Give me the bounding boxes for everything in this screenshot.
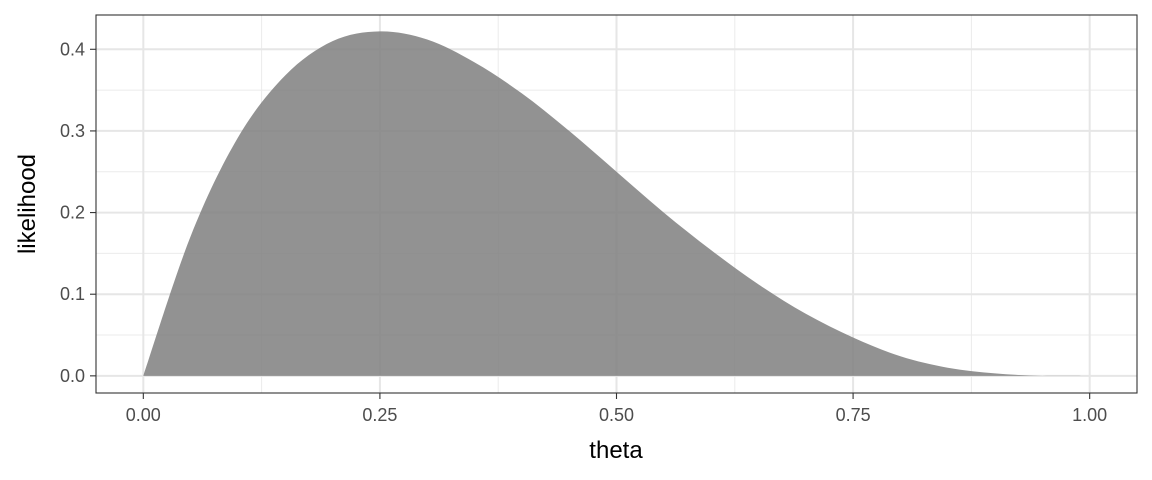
y-tick-label: 0.2 xyxy=(60,203,85,223)
x-tick-label: 1.00 xyxy=(1072,405,1107,425)
y-tick-label: 0.1 xyxy=(60,284,85,304)
y-tick-label: 0.3 xyxy=(60,121,85,141)
likelihood-area xyxy=(143,31,1090,377)
area-layer xyxy=(143,31,1090,377)
x-tick-label: 0.75 xyxy=(836,405,871,425)
x-axis: 0.00 0.25 0.50 0.75 1.00 xyxy=(126,393,1107,425)
y-tick-label: 0.4 xyxy=(60,39,85,59)
x-tick-label: 0.00 xyxy=(126,405,161,425)
x-axis-title: theta xyxy=(589,437,643,464)
x-tick-label: 0.50 xyxy=(599,405,634,425)
x-tick-label: 0.25 xyxy=(362,405,397,425)
y-axis: 0.0 0.1 0.2 0.3 0.4 xyxy=(60,39,96,386)
y-tick-label: 0.0 xyxy=(60,366,85,386)
y-axis-title: likelihood xyxy=(14,154,41,254)
